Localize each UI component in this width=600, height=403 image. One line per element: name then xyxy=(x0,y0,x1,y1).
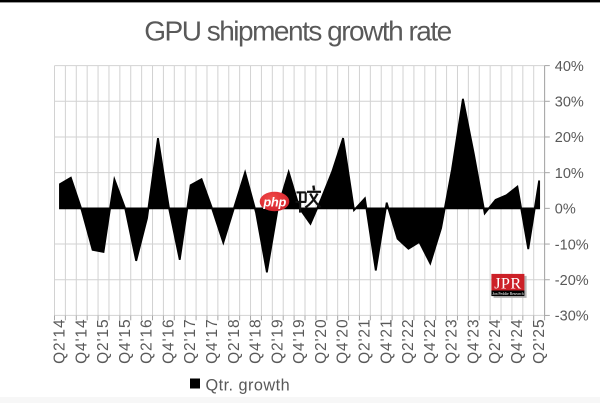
svg-text:Q2'14: Q2'14 xyxy=(52,319,69,364)
svg-text:Q2'25: Q2'25 xyxy=(531,319,548,364)
svg-text:40%: 40% xyxy=(555,59,584,75)
svg-text:Q4'18: Q4'18 xyxy=(248,319,265,364)
svg-text:Q4'14: Q4'14 xyxy=(73,319,90,364)
svg-text:Q2'19: Q2'19 xyxy=(269,319,286,364)
svg-text:20%: 20% xyxy=(555,130,584,146)
svg-text:Q2'16: Q2'16 xyxy=(139,319,156,364)
svg-text:Q2'18: Q2'18 xyxy=(226,319,243,364)
svg-text:Q4'24: Q4'24 xyxy=(509,319,526,364)
svg-text:JPR: JPR xyxy=(494,275,521,293)
svg-text:Q4'19: Q4'19 xyxy=(291,319,308,364)
svg-text:-30%: -30% xyxy=(555,309,589,325)
svg-text:Q2'21: Q2'21 xyxy=(357,319,374,364)
svg-text:Q2'23: Q2'23 xyxy=(444,319,461,364)
svg-text:Q4'15: Q4'15 xyxy=(117,319,134,364)
svg-text:0%: 0% xyxy=(555,202,576,218)
svg-text:Q2'20: Q2'20 xyxy=(313,319,330,364)
svg-text:GPU shipments growth rate: GPU shipments growth rate xyxy=(144,15,451,46)
svg-text:Jon Peddie Research: Jon Peddie Research xyxy=(492,292,524,296)
svg-text:Q4'23: Q4'23 xyxy=(465,319,482,364)
svg-text:Q4'17: Q4'17 xyxy=(204,319,221,364)
svg-text:Q2'22: Q2'22 xyxy=(400,319,417,364)
svg-text:-10%: -10% xyxy=(555,237,589,253)
svg-text:Qtr. growth: Qtr. growth xyxy=(206,376,291,394)
svg-text:Q2'17: Q2'17 xyxy=(182,319,199,364)
svg-text:Q4'16: Q4'16 xyxy=(160,319,177,364)
svg-text:Q2'15: Q2'15 xyxy=(95,319,112,364)
svg-text:-20%: -20% xyxy=(555,273,589,289)
svg-text:30%: 30% xyxy=(555,94,584,110)
svg-text:php: php xyxy=(262,194,286,209)
svg-text:10%: 10% xyxy=(555,166,584,182)
svg-text:Q4'22: Q4'22 xyxy=(422,319,439,364)
svg-text:Q2'24: Q2'24 xyxy=(487,319,504,364)
svg-text:Q4'20: Q4'20 xyxy=(335,319,352,364)
svg-text:Q4'21: Q4'21 xyxy=(378,319,395,364)
